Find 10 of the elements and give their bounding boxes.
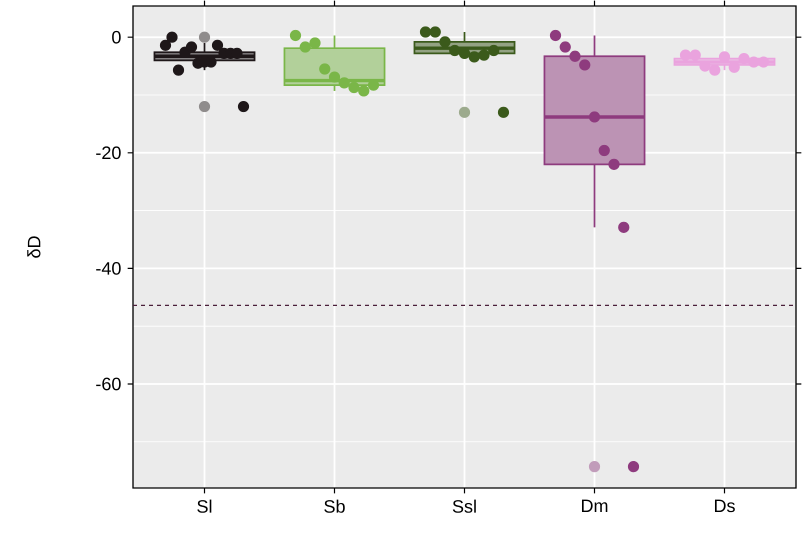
y-tick-label: -20 [96, 146, 121, 160]
x-tick-label: Sb [324, 500, 345, 513]
y-tick-label: 0 [112, 30, 121, 44]
y-axis-title: δD [27, 236, 40, 258]
x-tick-label: Sl [197, 500, 212, 513]
x-tick-label: Dm [582, 500, 608, 512]
y-tick-label: -60 [96, 378, 121, 390]
y-tick-label: -40 [96, 262, 121, 275]
x-tick-label: Ds [714, 500, 735, 512]
x-tick-label: Ssl [452, 500, 476, 513]
